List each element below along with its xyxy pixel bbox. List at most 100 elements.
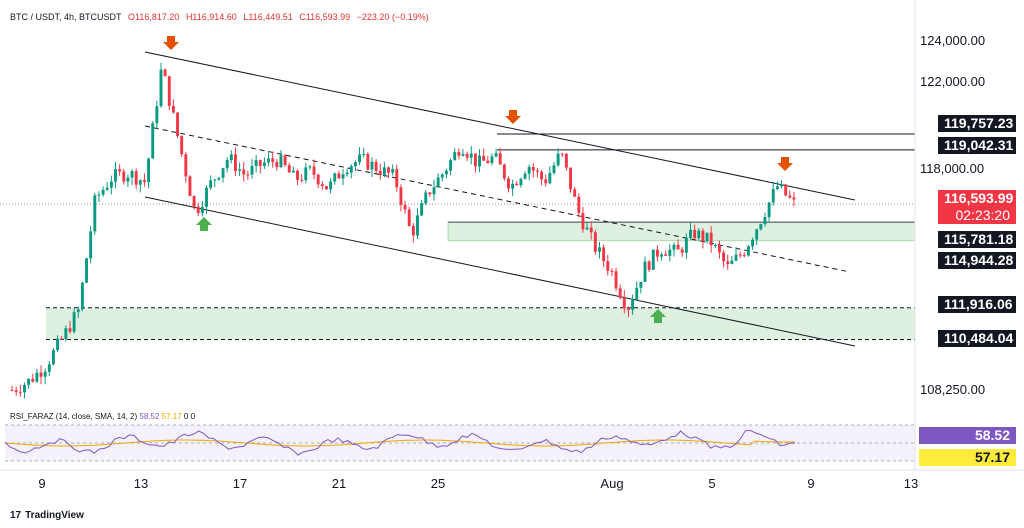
candle-body: [345, 172, 349, 175]
down-arrow-icon: [163, 36, 179, 50]
candle-body: [27, 378, 31, 385]
candle-body: [395, 169, 399, 188]
candle-body: [643, 261, 647, 282]
candle-body: [461, 153, 465, 156]
candle-body: [771, 189, 775, 203]
close-value: C116,593.99: [299, 12, 351, 22]
candle-body: [304, 167, 308, 181]
candle-body: [258, 160, 262, 166]
candle-body: [229, 154, 233, 161]
candle-body: [693, 229, 697, 239]
candle-body: [80, 282, 84, 310]
candle-body: [655, 249, 659, 257]
candle-body: [10, 390, 14, 392]
low-value: L116,449.51: [243, 12, 293, 22]
candle-body: [540, 171, 544, 180]
countdown-tag: 02:23:20: [938, 207, 1016, 224]
candle-body: [598, 247, 601, 252]
candle-body: [76, 309, 80, 313]
candle-body: [378, 170, 382, 175]
candles: [10, 62, 796, 399]
candle-body: [482, 155, 486, 161]
candle-body: [544, 179, 548, 184]
candle-body: [209, 180, 213, 188]
candle-body: [134, 171, 138, 185]
level-tag: 110,484.04: [938, 330, 1016, 347]
candle-body: [68, 328, 72, 332]
time-tick: 5: [708, 476, 716, 491]
tradingview-logo[interactable]: 17 TradingView: [10, 510, 84, 521]
candle-body: [689, 229, 692, 239]
time-tick: 13: [133, 476, 149, 491]
candle-body: [374, 161, 378, 171]
high-value: H116,914.60: [185, 12, 237, 22]
candle-body: [635, 287, 639, 301]
candle-body: [660, 254, 664, 257]
level-tag: 115,781.18: [938, 231, 1016, 248]
candle-body: [362, 153, 366, 155]
candle-body: [730, 260, 734, 264]
candle-body: [118, 169, 122, 172]
down-arrow-icon: [505, 110, 521, 124]
candle-body: [639, 281, 643, 288]
candle-body: [697, 230, 701, 239]
candle-body: [283, 155, 287, 166]
candle-body: [138, 180, 142, 185]
time-tick: 21: [331, 476, 347, 491]
candle-body: [755, 229, 759, 240]
candle-body: [577, 196, 581, 214]
symbol-label[interactable]: BTC / USDT, 4h, BTCUSDT: [10, 12, 122, 22]
candle-body: [560, 153, 564, 155]
candle-body: [147, 158, 151, 183]
change-value: −223.20 (−0.19%): [356, 12, 429, 22]
candle-body: [651, 249, 655, 270]
candle-body: [275, 162, 279, 167]
candle-body: [684, 238, 688, 253]
candle-body: [780, 184, 783, 187]
support-zones: [46, 221, 916, 340]
candle-body: [552, 165, 556, 173]
candle-body: [444, 170, 448, 175]
candle-body: [668, 249, 672, 256]
candle-body: [420, 203, 424, 216]
rsi-value: 58.52: [139, 412, 160, 421]
candle-body: [403, 204, 407, 210]
candle-body: [370, 161, 374, 170]
candle-body: [647, 261, 651, 270]
candle-body: [469, 153, 473, 158]
rsi-header[interactable]: RSI_FARAZ (14, close, SMA, 14, 2) 58.52 …: [10, 412, 195, 421]
time-tick: 17: [232, 476, 248, 491]
signal-arrows: [163, 36, 793, 323]
candle-body: [64, 328, 68, 339]
candle-body: [72, 312, 76, 332]
candle-body: [411, 225, 415, 236]
level-tag: 119,042.31: [938, 137, 1016, 154]
candle-body: [486, 160, 490, 164]
candle-body: [366, 153, 370, 170]
candle-body: [618, 288, 622, 298]
candle-body: [581, 213, 585, 230]
candle-body: [535, 170, 539, 172]
candle-body: [428, 192, 432, 195]
candle-body: [556, 153, 560, 166]
candle-body: [424, 192, 428, 204]
candle-body: [89, 231, 93, 259]
candle-body: [196, 206, 200, 213]
candle-body: [478, 155, 481, 167]
horizontal-levels: [0, 133, 915, 340]
candle-body: [250, 166, 254, 175]
candle-body: [225, 160, 229, 169]
candle-body: [262, 162, 266, 166]
candle-body: [573, 189, 577, 197]
candle-body: [217, 177, 221, 180]
level-tag: 119,757.23: [938, 115, 1016, 132]
candle-body: [101, 189, 105, 195]
price-tick: 108,250.00: [920, 382, 986, 397]
candle-body: [126, 177, 130, 182]
candle-body: [291, 170, 295, 173]
candle-body: [296, 170, 299, 180]
candle-body: [432, 187, 436, 195]
candle-body: [14, 390, 18, 392]
candle-body: [746, 246, 750, 256]
